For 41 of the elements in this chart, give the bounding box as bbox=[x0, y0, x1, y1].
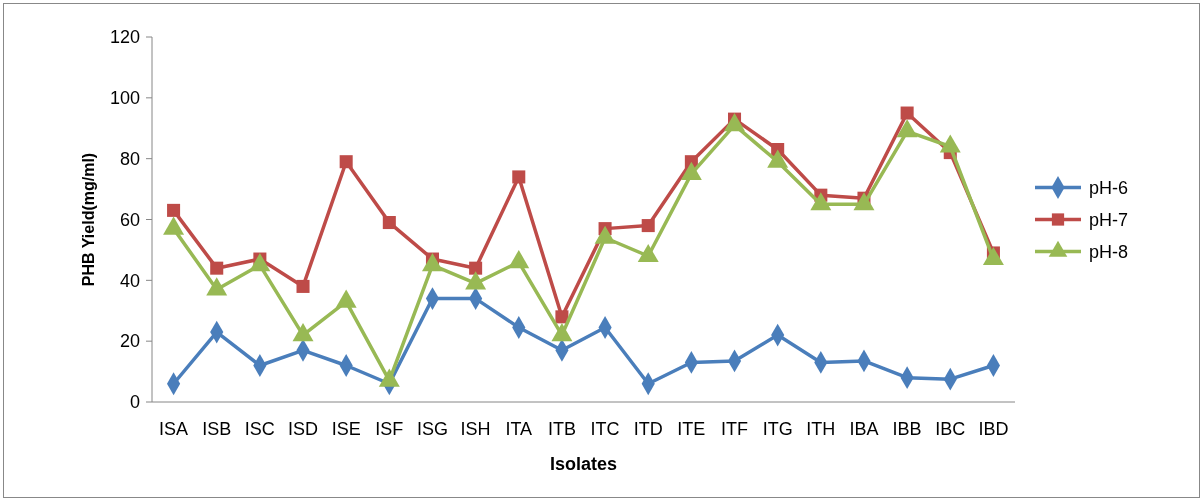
point bbox=[339, 155, 353, 169]
point bbox=[641, 219, 655, 233]
point bbox=[512, 170, 526, 184]
x-tick-label: IBC bbox=[935, 419, 966, 439]
y-tick-label: 120 bbox=[109, 27, 140, 48]
x-tick-label: ITF bbox=[721, 419, 749, 439]
x-tick-label: ISC bbox=[244, 419, 275, 439]
point bbox=[296, 279, 310, 293]
point bbox=[469, 261, 483, 275]
point bbox=[167, 203, 181, 217]
x-tick-label: IBD bbox=[978, 419, 1009, 439]
x-tick-label: ITB bbox=[547, 419, 576, 439]
x-tick-label: IBA bbox=[849, 419, 879, 439]
y-tick-label: 80 bbox=[119, 148, 140, 169]
x-tick-label: IBB bbox=[892, 419, 922, 439]
x-tick-label: ITE bbox=[677, 419, 706, 439]
x-tick-label: ISB bbox=[202, 419, 232, 439]
x-tick-label: ITA bbox=[505, 419, 533, 439]
x-tick-label: ITD bbox=[633, 419, 663, 439]
x-tick-label: ISE bbox=[331, 419, 361, 439]
x-tick-label: ISA bbox=[159, 419, 189, 439]
y-tick-label: 100 bbox=[109, 88, 140, 109]
legend-label: pH-8 bbox=[1089, 241, 1129, 262]
x-axis-title: Isolates bbox=[549, 454, 618, 474]
y-axis-title: PHB Yield(mg/ml) bbox=[80, 152, 97, 287]
legend-label: pH-6 bbox=[1089, 177, 1129, 198]
y-tick-label: 40 bbox=[119, 270, 140, 291]
x-tick-label: ISG bbox=[416, 419, 448, 439]
point bbox=[210, 261, 224, 275]
point bbox=[900, 106, 914, 120]
y-tick-label: 0 bbox=[129, 392, 140, 413]
x-tick-label: ITH bbox=[806, 419, 836, 439]
x-tick-label: ISD bbox=[288, 419, 319, 439]
x-tick-label: ISF bbox=[375, 419, 404, 439]
x-tick-label: ISH bbox=[460, 419, 491, 439]
x-tick-label: ITC bbox=[590, 419, 620, 439]
y-tick-label: 60 bbox=[119, 209, 140, 230]
y-tick-label: 20 bbox=[119, 331, 140, 352]
x-tick-label: ITG bbox=[762, 419, 793, 439]
legend-label: pH-7 bbox=[1089, 209, 1129, 230]
point bbox=[382, 216, 396, 230]
